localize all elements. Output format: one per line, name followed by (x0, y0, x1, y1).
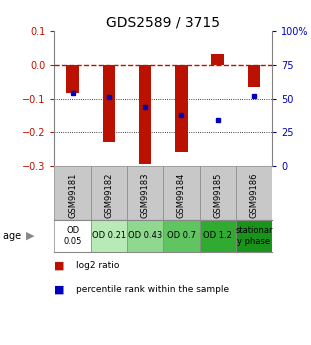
Bar (163, 166, 200, 220)
Text: ■: ■ (54, 261, 65, 270)
Bar (103, 65, 115, 142)
Text: GSM99185: GSM99185 (213, 172, 222, 218)
Bar (91, 166, 127, 220)
Text: GSM99182: GSM99182 (104, 172, 113, 218)
Text: ▶: ▶ (26, 231, 35, 241)
Bar (54, 220, 91, 252)
Bar (163, 220, 200, 252)
Bar (127, 166, 163, 220)
Text: log2 ratio: log2 ratio (76, 261, 119, 270)
Text: OD 0.7: OD 0.7 (167, 231, 196, 240)
Text: OD
0.05: OD 0.05 (63, 226, 82, 246)
Text: OD 0.21: OD 0.21 (92, 231, 126, 240)
Text: OD 1.2: OD 1.2 (203, 231, 232, 240)
Bar (91, 220, 127, 252)
Text: OD 0.43: OD 0.43 (128, 231, 162, 240)
Bar (200, 220, 236, 252)
Bar (200, 166, 236, 220)
Bar (54, 166, 91, 220)
Bar (139, 65, 151, 164)
Bar (236, 166, 272, 220)
Bar (175, 65, 188, 152)
Text: GSM99184: GSM99184 (177, 172, 186, 218)
Text: percentile rank within the sample: percentile rank within the sample (76, 285, 229, 294)
Title: GDS2589 / 3715: GDS2589 / 3715 (106, 16, 220, 30)
Text: GSM99186: GSM99186 (249, 172, 258, 218)
Text: ■: ■ (54, 285, 65, 295)
Text: GSM99183: GSM99183 (141, 172, 150, 218)
Bar (248, 65, 260, 87)
Text: GSM99181: GSM99181 (68, 172, 77, 218)
Text: age: age (3, 231, 24, 241)
Bar (127, 220, 163, 252)
Text: stationar
y phase: stationar y phase (235, 226, 273, 246)
Bar (211, 54, 224, 65)
Bar (236, 220, 272, 252)
Bar (66, 65, 79, 93)
